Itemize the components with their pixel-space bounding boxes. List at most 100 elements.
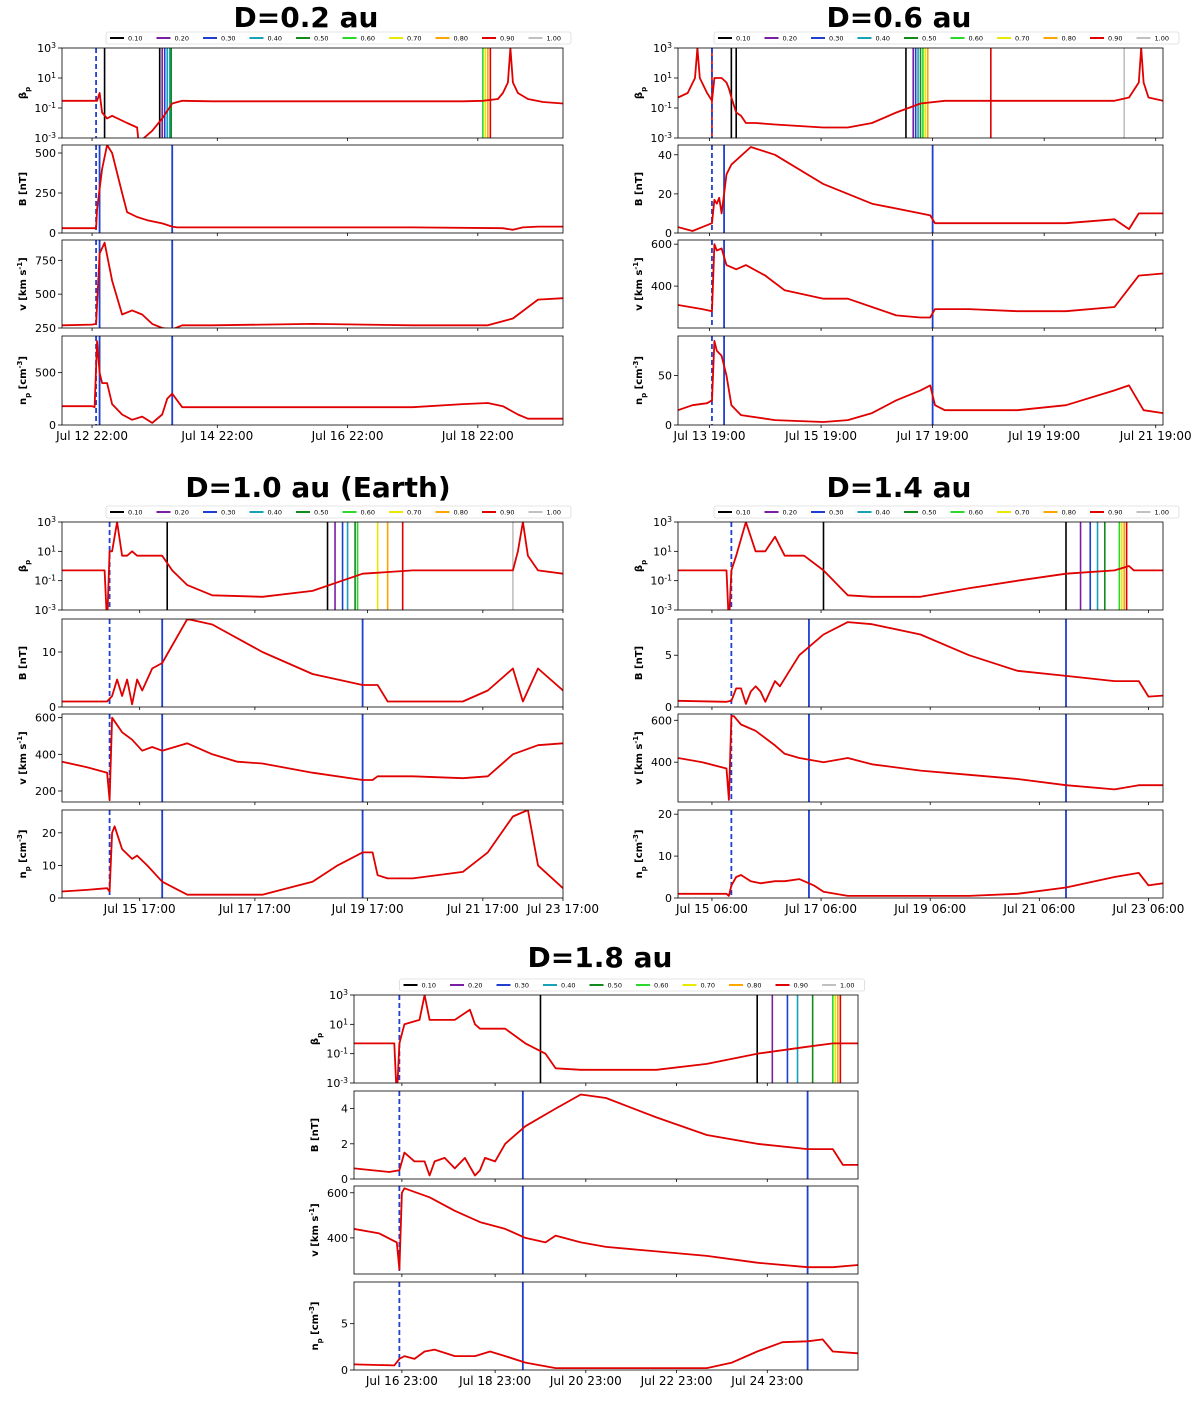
panel-frame — [677, 47, 1164, 139]
y-tick-label: 20 — [42, 827, 56, 840]
series-line — [678, 715, 1163, 801]
y-tick-label: 10-3 — [650, 603, 672, 618]
legend: 0.10 0.20 0.30 0.40 0.50 0.60 0.70 0.80 0.90 1.00 — [105, 31, 572, 45]
legend-label: 1.00 — [547, 509, 561, 517]
y-tick-label: 101 — [37, 71, 56, 86]
x-tick-label: Jul 17 06:00 — [784, 902, 857, 916]
y-tick-label: 10-3 — [34, 131, 56, 146]
legend-label: 0.60 — [361, 509, 375, 517]
y-axis-label: B [nT] — [310, 1118, 321, 1152]
y-tick-label: 101 — [653, 71, 672, 86]
panel-frame — [677, 618, 1164, 708]
y-tick-label: 103 — [653, 41, 672, 56]
legend-label: 1.00 — [1155, 35, 1169, 43]
x-tick-label: Jul 17 19:00 — [896, 429, 969, 443]
panel-3: 400 600 v [km s-1] — [632, 713, 1164, 805]
legend-label: 0.60 — [654, 982, 668, 990]
y-tick-label: 4 — [341, 1103, 348, 1116]
panel-frame — [353, 1090, 859, 1180]
x-tick-label: Jul 12 22:00 — [55, 429, 128, 443]
x-tick-label: Jul 18 22:00 — [441, 429, 514, 443]
panel-frame — [61, 144, 564, 234]
y-tick-label: 0 — [341, 1173, 348, 1186]
y-tick-label: 103 — [653, 515, 672, 530]
legend-label: 0.20 — [175, 35, 189, 43]
legend-label: 0.30 — [221, 35, 235, 43]
y-axis-label: B [nT] — [634, 172, 645, 206]
panel-1: 10-3 10-1 101 103 βp — [310, 988, 859, 1090]
y-tick-label: 101 — [329, 1017, 348, 1032]
panel-frame — [61, 239, 564, 329]
x-tick-label: Jul 18 23:00 — [458, 1374, 531, 1388]
panel-frame — [677, 239, 1164, 329]
panel-frame — [677, 144, 1164, 234]
legend-label: 0.50 — [314, 509, 328, 517]
legend-label: 0.20 — [175, 509, 189, 517]
x-tick-label: Jul 15 17:00 — [103, 902, 176, 916]
y-tick-label: 0 — [341, 1364, 348, 1377]
y-tick-label: 10 — [42, 859, 56, 872]
series-line — [678, 621, 1163, 705]
legend-label: 0.40 — [268, 35, 282, 43]
series-line — [678, 339, 1163, 423]
series-line — [62, 522, 563, 610]
y-tick-label: 5 — [341, 1318, 348, 1331]
panel-3: 400 600 v [km s-1] — [632, 238, 1164, 331]
legend-label: 0.40 — [561, 982, 575, 990]
y-tick-label: 200 — [35, 785, 56, 798]
panel-3: 250 500 750 v [km s-1] — [16, 239, 564, 335]
x-tick-label: Jul 15 19:00 — [784, 429, 857, 443]
x-tick-label: Jul 21 06:00 — [1002, 902, 1075, 916]
y-tick-label: 10-1 — [650, 573, 672, 588]
panel-2: 0 250 500 B [nT] — [18, 144, 564, 240]
legend: 0.10 0.20 0.30 0.40 0.50 0.60 0.70 0.80 0.90 1.00 — [713, 505, 1180, 519]
series-line — [62, 145, 563, 231]
legend-label: 1.00 — [840, 982, 854, 990]
legend-label: 0.40 — [876, 509, 890, 517]
chart-title: D=1.4 au — [827, 471, 972, 504]
series-line — [62, 810, 563, 896]
y-axis-label: B [nT] — [18, 172, 29, 206]
y-tick-label: 0 — [49, 419, 56, 432]
legend-label: 0.20 — [783, 509, 797, 517]
y-tick-label: 20 — [658, 188, 672, 201]
y-tick-label: 10 — [658, 850, 672, 863]
y-tick-label: 50 — [658, 370, 672, 383]
legend-label: 0.70 — [407, 35, 421, 43]
legend-label: 0.80 — [1062, 509, 1076, 517]
x-tick-label: Jul 14 22:00 — [180, 429, 253, 443]
legend-label: 0.60 — [969, 35, 983, 43]
y-tick-label: 10-1 — [326, 1046, 348, 1061]
legend-label: 0.90 — [1108, 509, 1122, 517]
legend-label: 0.10 — [128, 509, 142, 517]
y-tick-label: 400 — [651, 280, 672, 293]
y-axis-label: βp — [18, 560, 32, 572]
y-tick-label: 600 — [651, 714, 672, 727]
panel-frame — [61, 335, 564, 426]
y-axis-label: βp — [634, 87, 648, 99]
legend-label: 0.70 — [1015, 35, 1029, 43]
series-line — [62, 619, 563, 706]
panel-1: 10-3 10-1 101 103 βp — [634, 515, 1164, 618]
legend-label: 0.20 — [468, 982, 482, 990]
panel-2: 0 20 40 B [nT] — [634, 144, 1164, 240]
y-tick-label: 103 — [329, 988, 348, 1003]
series-line — [354, 995, 858, 1083]
legend-label: 0.80 — [454, 509, 468, 517]
legend-label: 0.10 — [128, 35, 142, 43]
panel-1: 10-3 10-1 101 103 βp — [18, 515, 564, 617]
y-tick-label: 0 — [665, 419, 672, 432]
legend: 0.10 0.20 0.30 0.40 0.50 0.60 0.70 0.80 0.90 1.00 — [713, 31, 1180, 45]
x-tick-label: Jul 17 17:00 — [218, 902, 291, 916]
y-axis-label: np [cm-3] — [16, 356, 32, 405]
legend-label: 0.30 — [829, 509, 843, 517]
y-tick-label: 750 — [35, 254, 56, 267]
y-tick-label: 5 — [665, 649, 672, 662]
x-tick-label: Jul 15 06:00 — [675, 902, 748, 916]
y-axis-label: βp — [310, 1033, 324, 1045]
legend-label: 0.40 — [876, 35, 890, 43]
x-tick-label: Jul 21 17:00 — [446, 902, 519, 916]
legend-label: 0.50 — [922, 509, 936, 517]
series-line — [354, 1093, 858, 1177]
